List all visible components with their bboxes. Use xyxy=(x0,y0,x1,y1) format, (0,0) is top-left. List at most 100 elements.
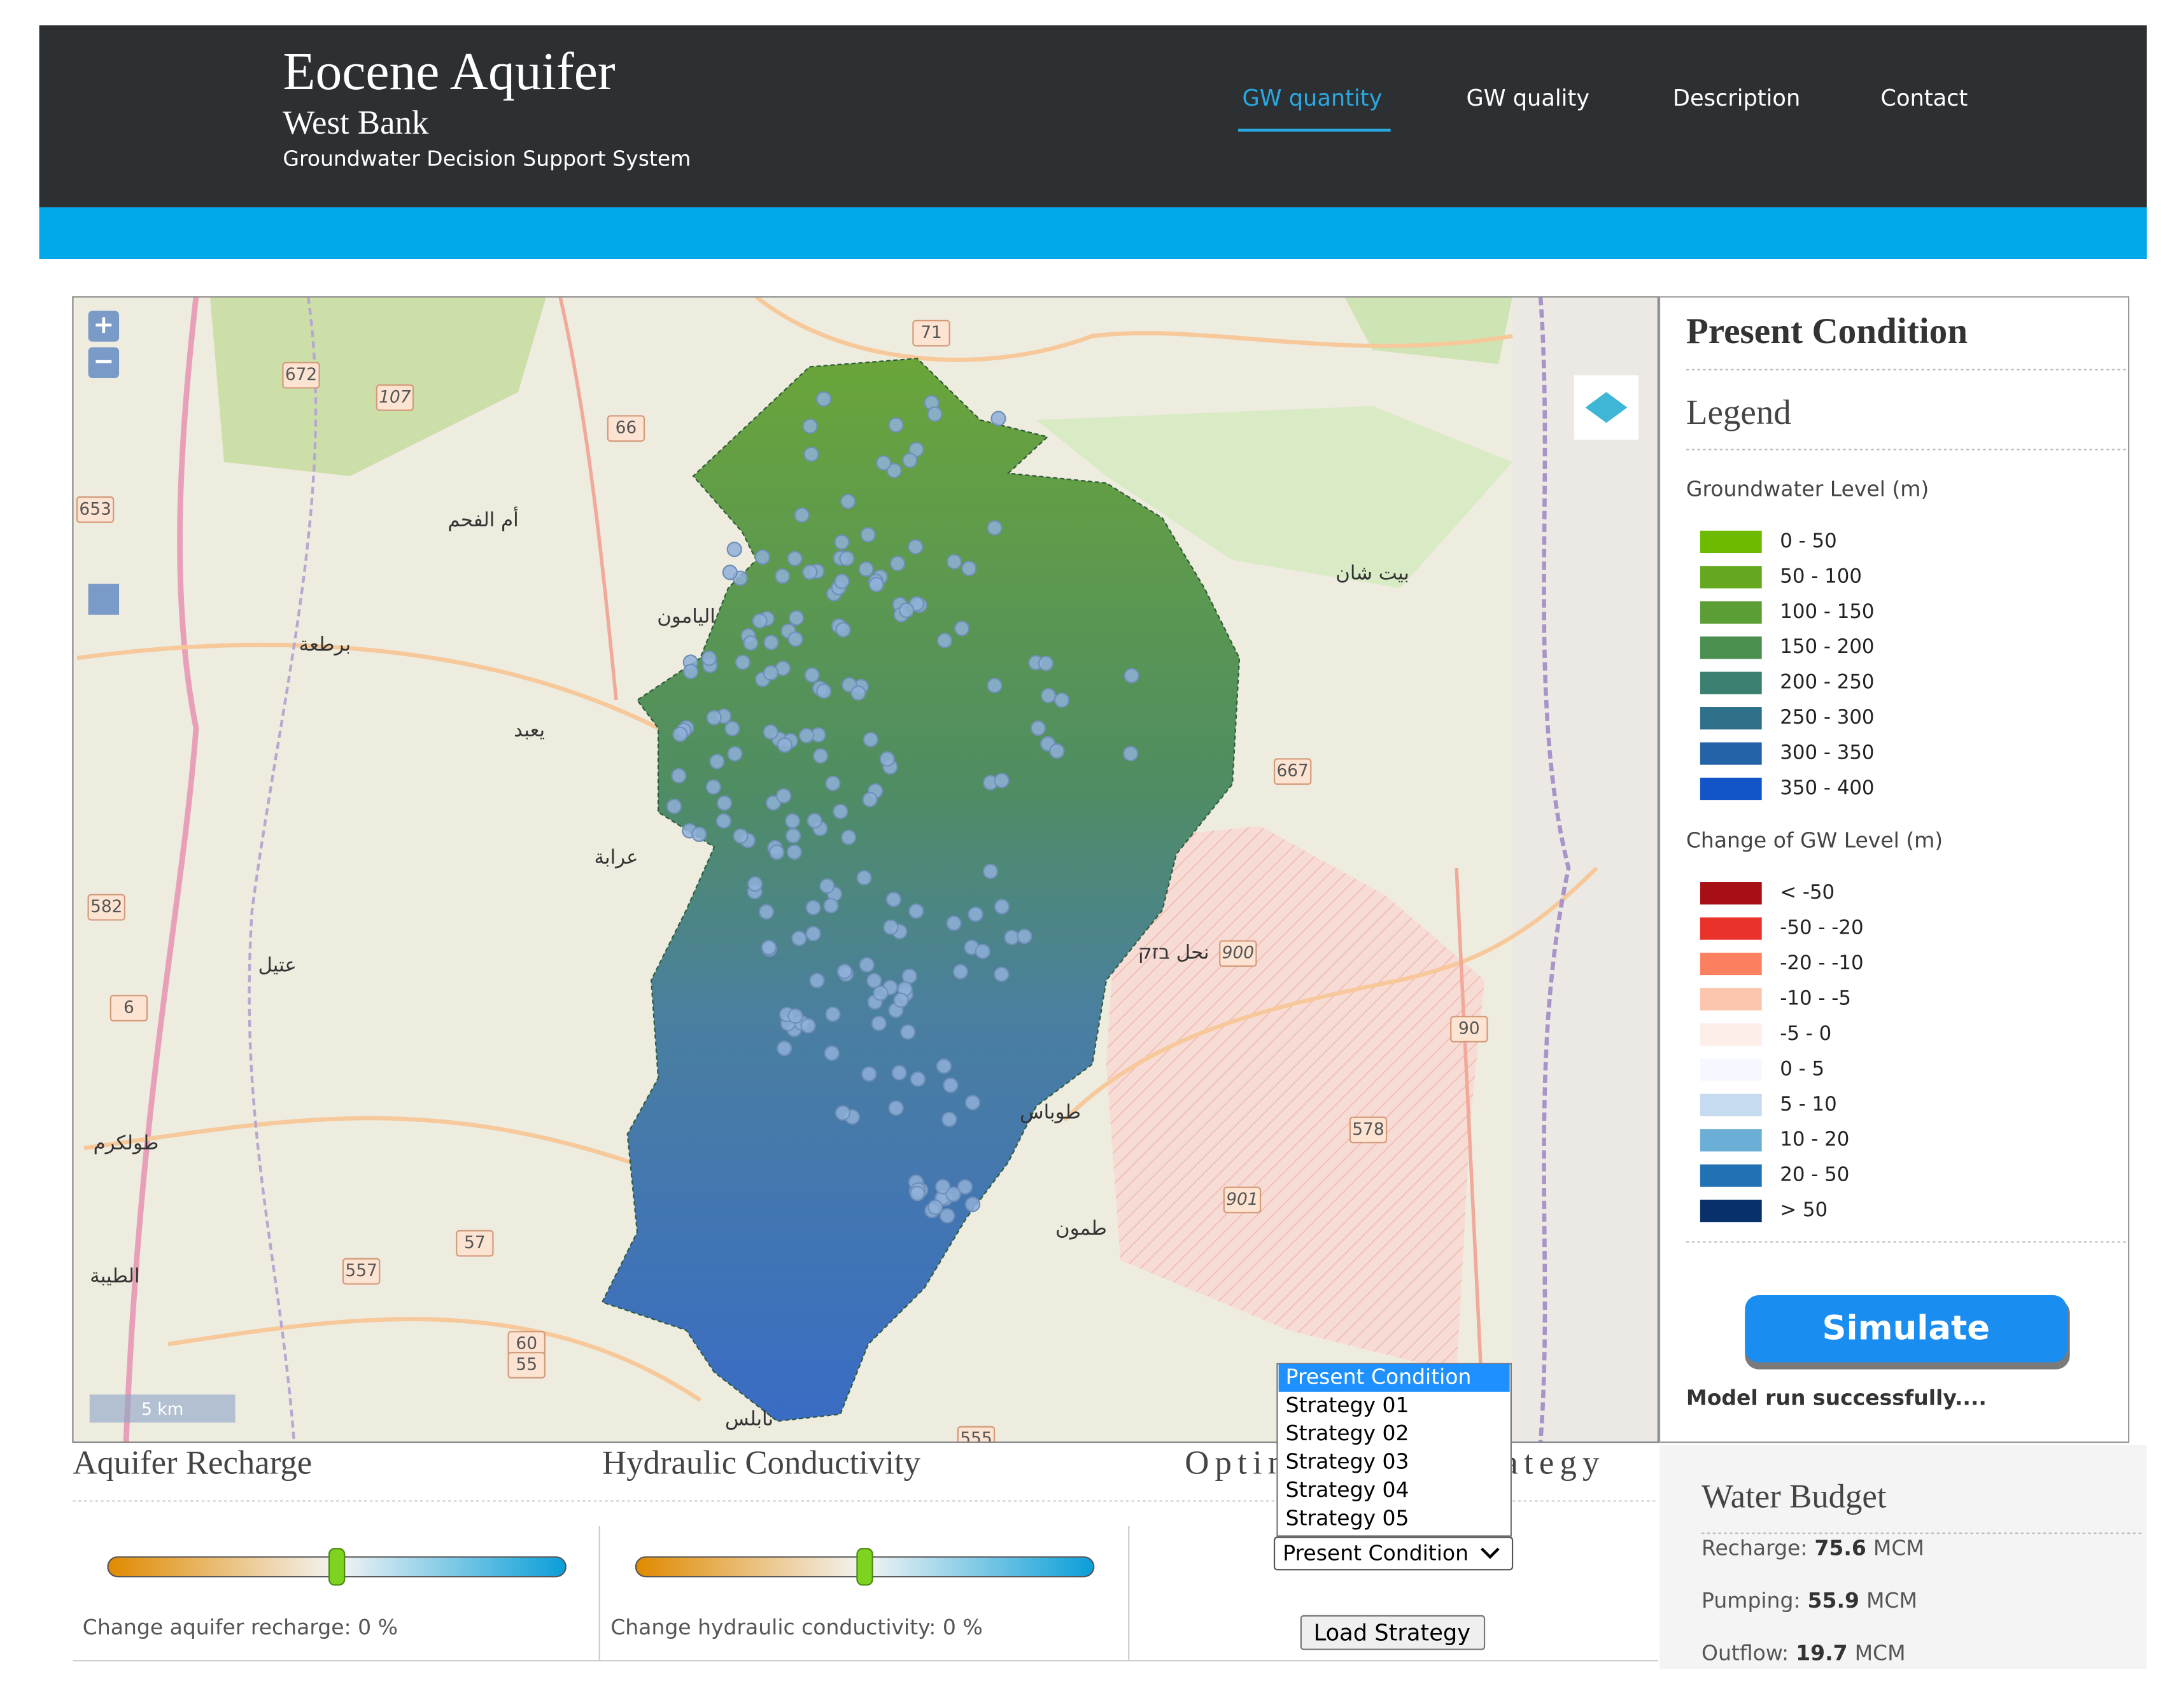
simulate-button[interactable] xyxy=(1745,1295,2068,1363)
slider-handle[interactable] xyxy=(856,1548,873,1586)
road-shield xyxy=(76,496,115,523)
well xyxy=(743,635,759,651)
budget-value: 55.9 xyxy=(1808,1587,1859,1612)
well xyxy=(802,418,818,434)
well xyxy=(705,779,721,795)
well xyxy=(990,410,1006,426)
legend-swatch xyxy=(1700,988,1762,1011)
well xyxy=(893,992,909,1008)
dropdown-option[interactable]: Strategy 04 xyxy=(1286,1477,1409,1502)
well xyxy=(726,542,742,558)
park xyxy=(1036,406,1513,589)
well xyxy=(908,539,924,555)
nav-link[interactable]: GW quantity xyxy=(1242,85,1382,111)
well xyxy=(883,919,899,935)
well xyxy=(863,731,878,748)
status-message: Model run successfully.... xyxy=(1686,1385,1987,1410)
well xyxy=(819,878,835,894)
well xyxy=(816,683,832,699)
well xyxy=(835,622,851,638)
well xyxy=(752,613,768,629)
well xyxy=(952,964,969,979)
well xyxy=(727,746,743,762)
well xyxy=(836,964,852,979)
well xyxy=(994,966,1010,982)
well xyxy=(769,844,785,860)
well xyxy=(936,633,953,649)
well xyxy=(891,1065,907,1081)
well xyxy=(715,813,732,829)
simulate-label[interactable]: Simulate xyxy=(1822,1309,1990,1348)
well xyxy=(873,985,889,1001)
dropdown-option[interactable]: Strategy 01 xyxy=(1286,1393,1409,1417)
nav-link[interactable]: GW quality xyxy=(1466,85,1589,111)
well xyxy=(747,876,763,892)
well xyxy=(733,828,749,844)
well xyxy=(765,795,782,811)
zoom-in[interactable]: + xyxy=(93,310,114,339)
dropdown-option[interactable]: Strategy 02 xyxy=(1286,1421,1409,1445)
legend-label: 10 - 20 xyxy=(1780,1128,1849,1151)
legend-label: 0 - 5 xyxy=(1780,1057,1824,1080)
well xyxy=(735,654,750,670)
legend-swatch xyxy=(1700,636,1762,659)
dropdown-option[interactable]: Strategy 05 xyxy=(1286,1506,1409,1531)
map-control[interactable] xyxy=(88,584,120,615)
road-shield xyxy=(1219,940,1257,967)
control-title: Hydraulic Conductivity xyxy=(602,1445,921,1482)
map-label: طمون xyxy=(1055,1217,1107,1240)
well xyxy=(862,792,878,808)
map-label: 60 xyxy=(516,1334,537,1354)
site-tagline: Groundwater Decision Support System xyxy=(283,146,691,171)
well xyxy=(890,556,906,572)
legend-label: 150 - 200 xyxy=(1780,635,1874,658)
well xyxy=(833,803,849,820)
well xyxy=(807,813,822,829)
slider-handle[interactable] xyxy=(328,1548,346,1586)
well xyxy=(812,748,829,764)
well xyxy=(824,1045,840,1061)
map-label: بيت شان xyxy=(1335,562,1409,585)
map-label: طولكرم xyxy=(94,1132,159,1154)
load-strategy-label[interactable]: Load Strategy xyxy=(1314,1620,1470,1646)
well xyxy=(671,768,687,784)
dropdown-option[interactable]: Strategy 03 xyxy=(1286,1449,1409,1474)
well xyxy=(785,827,801,844)
map-label: 55 xyxy=(516,1355,537,1375)
load-strategy-button[interactable] xyxy=(1300,1615,1486,1650)
zoom-out-button[interactable] xyxy=(88,347,120,379)
well xyxy=(788,610,805,626)
map-label: 900 xyxy=(1222,943,1254,963)
boundary xyxy=(1538,297,1571,1443)
budget-label: Outflow: xyxy=(1701,1640,1789,1665)
legend-swatch xyxy=(1700,917,1762,940)
well xyxy=(964,1196,981,1212)
well xyxy=(927,406,943,422)
well xyxy=(809,972,825,988)
budget-row: Pumping: 55.9 MCM xyxy=(1701,1587,1917,1612)
side-panel xyxy=(1658,296,2130,1443)
well xyxy=(722,565,738,580)
budget-value: 75.6 xyxy=(1814,1535,1866,1560)
map-label: 653 xyxy=(79,499,111,519)
zoom-out[interactable]: − xyxy=(93,346,114,375)
map-label: 901 xyxy=(1226,1189,1258,1209)
well xyxy=(758,904,775,920)
well xyxy=(875,455,892,471)
road-shield xyxy=(957,1426,996,1443)
dropdown-option[interactable]: Present Condition xyxy=(1286,1364,1472,1389)
well xyxy=(961,561,977,577)
well xyxy=(861,1066,877,1082)
nav-link[interactable]: Description xyxy=(1673,85,1800,111)
well xyxy=(1038,656,1054,671)
select-value[interactable]: Present Condition xyxy=(1283,1541,1469,1566)
nav-link[interactable]: Contact xyxy=(1880,85,1968,111)
water-budget-panel xyxy=(1659,1445,2147,1669)
strategy-select[interactable] xyxy=(1273,1536,1514,1571)
slider-label: Change hydraulic conductivity: 0 % xyxy=(610,1615,982,1639)
zoom-in-button[interactable] xyxy=(88,311,120,342)
well xyxy=(763,724,778,740)
map-label: عرابة xyxy=(595,846,638,869)
